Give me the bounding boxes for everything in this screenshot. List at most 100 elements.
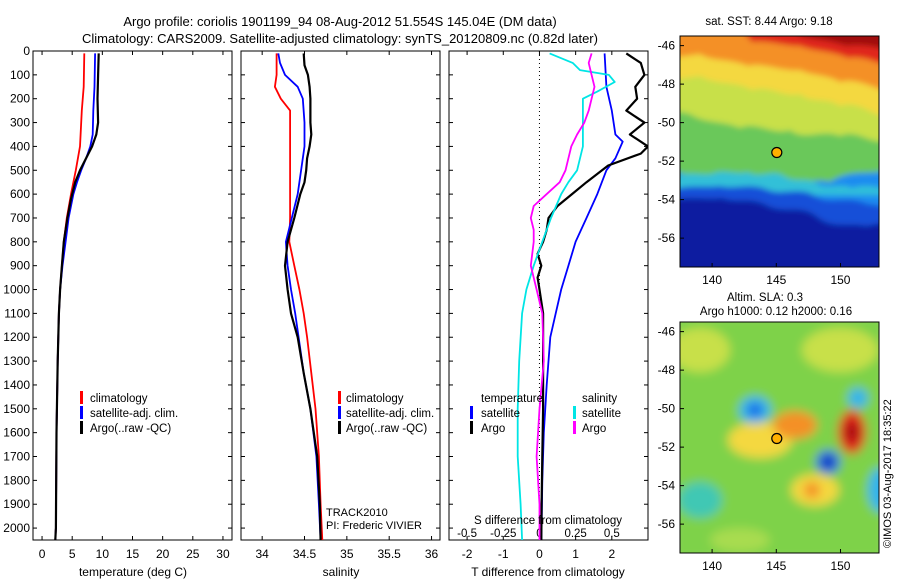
depth-tick-label: 1400: [3, 378, 30, 392]
difference-xlabel-top: S difference from climatology: [474, 515, 622, 527]
figure-title-line2: Climatology: CARS2009. Satellite-adjuste…: [82, 31, 598, 46]
legend-swatch-s-argo: [573, 421, 576, 434]
map-x-tick-label: 150: [830, 559, 850, 573]
legend-label-t-satellite: satellite: [481, 408, 520, 420]
s-diff-tick-label: 0.5: [604, 528, 620, 540]
depth-tick-label: 1600: [3, 426, 30, 440]
temperature-xlabel: temperature (deg C): [79, 565, 187, 579]
legend-swatch-argo: [80, 421, 83, 434]
legend-header-temperature: temperature: [481, 393, 543, 405]
depth-tick-label: 400: [10, 139, 30, 153]
legend-label-argo: Argo(..raw -QC): [346, 423, 427, 435]
s-diff-tick-label: -0.25: [490, 528, 516, 540]
legend-label-argo: Argo(..raw -QC): [90, 423, 171, 435]
sst-map-axes: 140 145 150 -46 -48 -50 -52 -54 -56: [658, 39, 851, 287]
sst-map-frame: [679, 35, 880, 268]
legend-label-t-argo: Argo: [481, 423, 505, 435]
depth-tick-label: 1200: [3, 330, 30, 344]
depth-tick-label: 200: [10, 92, 30, 106]
map-x-tick-label: 140: [702, 273, 722, 287]
platform-annotation-line2: PI: Frederic VIVIER: [326, 520, 422, 532]
series-group: [274, 53, 324, 540]
platform-annotation-line1: TRACK2010: [326, 507, 388, 519]
x-tick-label: 1: [572, 547, 579, 561]
figure-title-line1: Argo profile: coriolis 1901199_94 08-Aug…: [123, 14, 556, 29]
depth-tick-label: 1900: [3, 497, 30, 511]
legend-label-satellite: satellite-adj. clim.: [346, 408, 434, 420]
x-tick-label: 0: [536, 547, 543, 561]
depth-tick-label: 1300: [3, 354, 30, 368]
depth-tick-label: 800: [10, 235, 30, 249]
sla-map-title-line1: Altim. SLA: 0.3: [727, 292, 803, 304]
depth-tick-label: 1000: [3, 283, 30, 297]
legend-label-climatology: climatology: [346, 393, 404, 405]
legend-swatch-t-satellite: [470, 406, 473, 419]
difference-axes: [448, 50, 649, 541]
depth-tick-label: 1800: [3, 473, 30, 487]
depth-axis: 0 100 200 300 400 500 600 700 800 900 1000 1100 1200…: [3, 44, 648, 535]
legend-swatch-satellite: [338, 406, 341, 419]
argo-location-marker: [771, 146, 783, 159]
difference-plot: -2 -1 0 1 2-0.5 -0.25 0 0.25 0.5: [457, 51, 648, 561]
map-x-tick-label: 145: [766, 273, 786, 287]
s-diff-tick-label: 0.25: [564, 528, 586, 540]
sst-heatmap: [680, 36, 879, 267]
difference-legend: temperature salinity satellite Argo sate…: [470, 393, 621, 435]
legend-label-s-satellite: satellite: [582, 408, 621, 420]
legend-swatch-t-argo: [470, 421, 473, 434]
difference-xlabel: T difference from climatology: [471, 565, 625, 579]
temperature-axes: [32, 50, 233, 541]
x-tick-label: 36: [425, 547, 439, 561]
legend-swatch-s-satellite: [573, 406, 576, 419]
depth-tick-label: 900: [10, 259, 30, 273]
series-group: [54, 53, 100, 540]
x-tick-label: 30: [216, 547, 230, 561]
temperature-legend: climatology satellite-adj. clim. Argo(..…: [80, 391, 178, 435]
series-line-argoraw: [54, 53, 100, 540]
depth-tick-label: 600: [10, 187, 30, 201]
argo-location-marker: [771, 432, 783, 445]
series-line-salinity-satellite: [516, 52, 616, 540]
legend-swatch-climatology: [80, 391, 83, 404]
s-diff-tick-label: -0.5: [457, 528, 477, 540]
sla-map-axes: 140 145 150 -46 -48 -50 -52 -54 -56: [658, 325, 851, 573]
legend-label-climatology: climatology: [90, 393, 148, 405]
legend-header-salinity: salinity: [582, 393, 617, 405]
map-x-tick-label: 150: [830, 273, 850, 287]
legend-label-s-argo: Argo: [582, 423, 606, 435]
salinity-legend: climatology satellite-adj. clim. Argo(..…: [338, 391, 434, 435]
salinity-xlabel: salinity: [323, 565, 360, 579]
series-line-temperature-satellite: [540, 53, 624, 540]
series-line-temperature-argo: [536, 52, 648, 540]
x-tick-label: 25: [186, 547, 200, 561]
salinity-axes: [240, 50, 441, 541]
imos-credit: ©IMOS 03-Aug-2017 18:35:22: [882, 399, 894, 548]
depth-tick-label: 100: [10, 68, 30, 82]
sla-map-title-line2: Argo h1000: 0.12 h2000: 0.16: [700, 306, 852, 318]
map-y-tick-label: -54: [658, 193, 676, 207]
map-y-tick-label: -56: [658, 517, 676, 531]
map-y-tick-label: -46: [658, 325, 676, 339]
map-y-tick-label: -50: [658, 116, 676, 130]
depth-tick-label: 0: [23, 44, 30, 58]
map-y-tick-label: -52: [658, 154, 676, 168]
x-tick-label: 35.5: [378, 547, 402, 561]
x-tick-label: 2: [608, 547, 615, 561]
legend-swatch-climatology: [338, 391, 341, 404]
sla-map-frame: [679, 321, 880, 554]
x-tick-label: 20: [156, 547, 170, 561]
temperature-plot: 0 5 10 15 20 25 30: [39, 51, 230, 561]
depth-tick-label: 300: [10, 116, 30, 130]
depth-tick-label: 1100: [4, 306, 30, 320]
x-tick-label: 34.5: [293, 547, 317, 561]
depth-tick-label: 2000: [3, 521, 30, 535]
series-line-salinity-argo: [529, 53, 596, 540]
x-tick-label: 15: [126, 547, 140, 561]
depth-tick-label: 1700: [3, 450, 30, 464]
legend-swatch-argo: [338, 421, 341, 434]
series-line-climatology: [274, 53, 324, 540]
legend-label-satellite: satellite-adj. clim.: [90, 408, 178, 420]
x-tick-label: 0: [39, 547, 46, 561]
depth-tick-label: 1500: [3, 402, 30, 416]
